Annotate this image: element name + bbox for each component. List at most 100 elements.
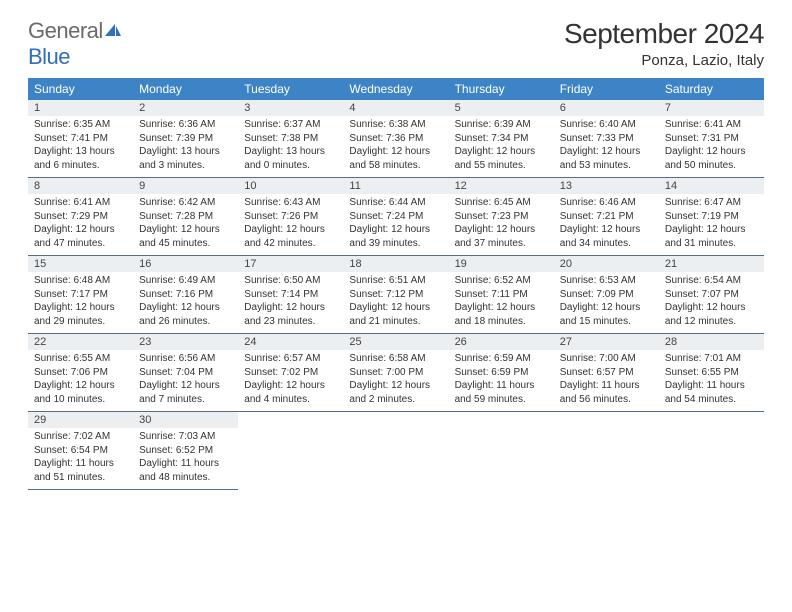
- sunrise-text: Sunrise: 6:48 AM: [34, 274, 127, 288]
- day-cell-empty: [659, 412, 764, 490]
- daylight-text-1: Daylight: 12 hours: [665, 223, 758, 237]
- sunrise-text: Sunrise: 6:54 AM: [665, 274, 758, 288]
- day-number: 26: [449, 334, 554, 350]
- day-cell: 23Sunrise: 6:56 AMSunset: 7:04 PMDayligh…: [133, 334, 238, 412]
- day-cell: 25 Sunrise: 6:58 AMSunset: 7:00 PMDayligh…: [343, 334, 448, 412]
- day-cell: 7Sunrise: 6:41 AMSunset: 7:31 PMDaylight…: [659, 100, 764, 178]
- daylight-text-2: and 42 minutes.: [244, 237, 337, 251]
- day-info: Sunrise: 6:48 AMSunset: 7:17 PMDaylight:…: [28, 272, 133, 328]
- day-cell: 11Sunrise: 6:44 AMSunset: 7:24 PMDayligh…: [343, 178, 448, 256]
- day-number: 9: [133, 178, 238, 194]
- day-cell: 28Sunrise: 7:01 AMSunset: 6:55 PMDayligh…: [659, 334, 764, 412]
- day-number: 6: [554, 100, 659, 116]
- daylight-text-2: and 2 minutes.: [349, 393, 442, 407]
- daylight-text-2: and 34 minutes.: [560, 237, 653, 251]
- day-cell-empty: [343, 412, 448, 490]
- page-title: September 2024: [564, 18, 764, 50]
- daylight-text-1: Daylight: 12 hours: [34, 379, 127, 393]
- sunset-text: Sunset: 7:02 PM: [244, 366, 337, 380]
- day-info: Sunrise: 7:03 AMSunset: 6:52 PMDaylight:…: [133, 428, 238, 484]
- day-number: 23: [133, 334, 238, 350]
- day-info: Sunrise: 6:46 AMSunset: 7:21 PMDaylight:…: [554, 194, 659, 250]
- sunrise-text: Sunrise: 7:03 AM: [139, 430, 232, 444]
- daylight-text-1: Daylight: 11 hours: [34, 457, 127, 471]
- sunrise-text: Sunrise: 6:50 AM: [244, 274, 337, 288]
- sunset-text: Sunset: 7:31 PM: [665, 132, 758, 146]
- sunrise-text: Sunrise: 6:37 AM: [244, 118, 337, 132]
- logo-sail-icon: [103, 22, 123, 38]
- day-number: 8: [28, 178, 133, 194]
- day-number: 29: [28, 412, 133, 428]
- day-number: 24: [238, 334, 343, 350]
- day-cell: 13Sunrise: 6:46 AMSunset: 7:21 PMDayligh…: [554, 178, 659, 256]
- sunset-text: Sunset: 7:28 PM: [139, 210, 232, 224]
- header: General Blue September 2024 Ponza, Lazio…: [28, 18, 764, 70]
- sunrise-text: Sunrise: 6:42 AM: [139, 196, 232, 210]
- day-number: 30: [133, 412, 238, 428]
- day-info: Sunrise: 6:41 AMSunset: 7:29 PMDaylight:…: [28, 194, 133, 250]
- sunset-text: Sunset: 7:21 PM: [560, 210, 653, 224]
- daylight-text-1: Daylight: 11 hours: [455, 379, 548, 393]
- daylight-text-1: Daylight: 12 hours: [349, 379, 442, 393]
- daylight-text-1: Daylight: 13 hours: [244, 145, 337, 159]
- daylight-text-2: and 31 minutes.: [665, 237, 758, 251]
- daylight-text-1: Daylight: 12 hours: [665, 301, 758, 315]
- sunset-text: Sunset: 7:00 PM: [349, 366, 442, 380]
- sunrise-text: Sunrise: 6:45 AM: [455, 196, 548, 210]
- day-number: 25: [343, 334, 448, 350]
- day-info: Sunrise: 6:53 AMSunset: 7:09 PMDaylight:…: [554, 272, 659, 328]
- daylight-text-2: and 45 minutes.: [139, 237, 232, 251]
- daylight-text-1: Daylight: 12 hours: [455, 223, 548, 237]
- day-info: Sunrise: 6:57 AMSunset: 7:02 PMDaylight:…: [238, 350, 343, 406]
- day-cell: 22Sunrise: 6:55 AMSunset: 7:06 PMDayligh…: [28, 334, 133, 412]
- sunset-text: Sunset: 7:41 PM: [34, 132, 127, 146]
- location-label: Ponza, Lazio, Italy: [564, 52, 764, 69]
- calendar: SundayMondayTuesdayWednesdayThursdayFrid…: [28, 78, 764, 490]
- sunset-text: Sunset: 7:36 PM: [349, 132, 442, 146]
- day-header: Saturday: [659, 78, 764, 100]
- daylight-text-1: Daylight: 12 hours: [34, 223, 127, 237]
- day-info: Sunrise: 6:38 AMSunset: 7:36 PMDaylight:…: [343, 116, 448, 172]
- sunset-text: Sunset: 7:33 PM: [560, 132, 653, 146]
- sunrise-text: Sunrise: 6:58 AM: [349, 352, 442, 366]
- day-info: Sunrise: 6:45 AMSunset: 7:23 PMDaylight:…: [449, 194, 554, 250]
- sunrise-text: Sunrise: 7:02 AM: [34, 430, 127, 444]
- day-number: 20: [554, 256, 659, 272]
- sunrise-text: Sunrise: 6:44 AM: [349, 196, 442, 210]
- daylight-text-1: Daylight: 12 hours: [244, 379, 337, 393]
- daylight-text-2: and 37 minutes.: [455, 237, 548, 251]
- sunrise-text: Sunrise: 6:41 AM: [34, 196, 127, 210]
- daylight-text-2: and 51 minutes.: [34, 471, 127, 485]
- day-info: Sunrise: 6:50 AMSunset: 7:14 PMDaylight:…: [238, 272, 343, 328]
- daylight-text-1: Daylight: 11 hours: [139, 457, 232, 471]
- day-header: Wednesday: [343, 78, 448, 100]
- daylight-text-1: Daylight: 11 hours: [560, 379, 653, 393]
- daylight-text-2: and 48 minutes.: [139, 471, 232, 485]
- sunrise-text: Sunrise: 7:00 AM: [560, 352, 653, 366]
- sunrise-text: Sunrise: 6:35 AM: [34, 118, 127, 132]
- sunset-text: Sunset: 6:54 PM: [34, 444, 127, 458]
- sunset-text: Sunset: 7:17 PM: [34, 288, 127, 302]
- day-number: 12: [449, 178, 554, 194]
- daylight-text-1: Daylight: 12 hours: [139, 379, 232, 393]
- logo-text: General Blue: [28, 18, 123, 70]
- day-info: Sunrise: 6:49 AMSunset: 7:16 PMDaylight:…: [133, 272, 238, 328]
- daylight-text-1: Daylight: 12 hours: [349, 301, 442, 315]
- sunrise-text: Sunrise: 6:51 AM: [349, 274, 442, 288]
- sunrise-text: Sunrise: 6:55 AM: [34, 352, 127, 366]
- daylight-text-2: and 55 minutes.: [455, 159, 548, 173]
- sunset-text: Sunset: 7:39 PM: [139, 132, 232, 146]
- day-number: 2: [133, 100, 238, 116]
- day-info: Sunrise: 7:00 AMSunset: 6:57 PMDaylight:…: [554, 350, 659, 406]
- daylight-text-1: Daylight: 12 hours: [560, 301, 653, 315]
- sunset-text: Sunset: 7:38 PM: [244, 132, 337, 146]
- day-cell: 24Sunrise: 6:57 AMSunset: 7:02 PMDayligh…: [238, 334, 343, 412]
- daylight-text-2: and 29 minutes.: [34, 315, 127, 329]
- sunrise-text: Sunrise: 6:41 AM: [665, 118, 758, 132]
- daylight-text-2: and 56 minutes.: [560, 393, 653, 407]
- sunset-text: Sunset: 7:34 PM: [455, 132, 548, 146]
- day-info: Sunrise: 6:54 AMSunset: 7:07 PMDaylight:…: [659, 272, 764, 328]
- day-cell: 16Sunrise: 6:49 AMSunset: 7:16 PMDayligh…: [133, 256, 238, 334]
- day-number: 16: [133, 256, 238, 272]
- day-info: Sunrise: 6:41 AMSunset: 7:31 PMDaylight:…: [659, 116, 764, 172]
